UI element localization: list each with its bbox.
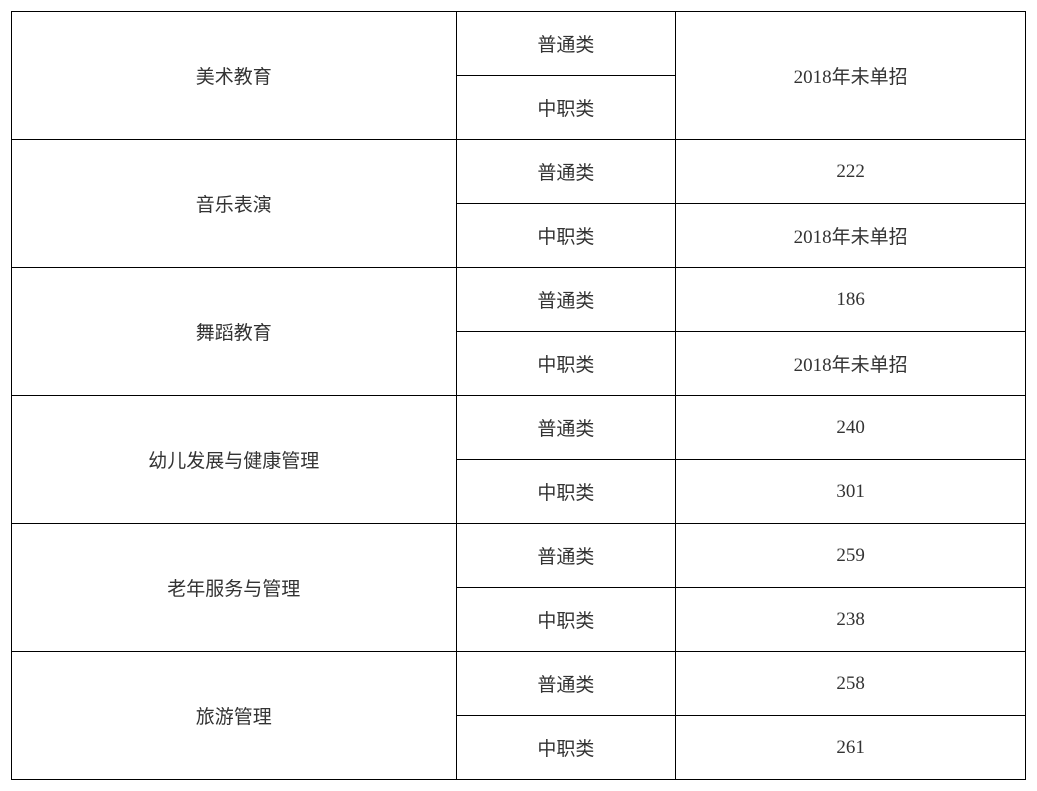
category-cell: 中职类 bbox=[456, 76, 676, 140]
category-cell: 中职类 bbox=[456, 204, 676, 268]
major-cell: 音乐表演 bbox=[12, 140, 457, 268]
score-cell: 238 bbox=[676, 588, 1026, 652]
major-cell: 旅游管理 bbox=[12, 652, 457, 780]
admission-scores-table: 美术教育 普通类 2018年未单招 中职类 音乐表演 普通类 222 中职类 2… bbox=[11, 11, 1026, 780]
table-row: 旅游管理 普通类 258 bbox=[12, 652, 1026, 716]
category-cell: 中职类 bbox=[456, 716, 676, 780]
score-cell: 261 bbox=[676, 716, 1026, 780]
table-row: 舞蹈教育 普通类 186 bbox=[12, 268, 1026, 332]
score-cell: 186 bbox=[676, 268, 1026, 332]
category-cell: 普通类 bbox=[456, 396, 676, 460]
major-cell: 舞蹈教育 bbox=[12, 268, 457, 396]
score-cell: 258 bbox=[676, 652, 1026, 716]
table-row: 老年服务与管理 普通类 259 bbox=[12, 524, 1026, 588]
table-body: 美术教育 普通类 2018年未单招 中职类 音乐表演 普通类 222 中职类 2… bbox=[12, 12, 1026, 780]
category-cell: 普通类 bbox=[456, 12, 676, 76]
table-row: 美术教育 普通类 2018年未单招 bbox=[12, 12, 1026, 76]
score-cell: 240 bbox=[676, 396, 1026, 460]
table-row: 幼儿发展与健康管理 普通类 240 bbox=[12, 396, 1026, 460]
score-cell: 2018年未单招 bbox=[676, 332, 1026, 396]
category-cell: 中职类 bbox=[456, 332, 676, 396]
score-cell: 2018年未单招 bbox=[676, 204, 1026, 268]
score-cell: 222 bbox=[676, 140, 1026, 204]
major-cell: 幼儿发展与健康管理 bbox=[12, 396, 457, 524]
score-cell: 2018年未单招 bbox=[676, 12, 1026, 140]
major-cell: 美术教育 bbox=[12, 12, 457, 140]
category-cell: 普通类 bbox=[456, 140, 676, 204]
table-row: 音乐表演 普通类 222 bbox=[12, 140, 1026, 204]
category-cell: 普通类 bbox=[456, 524, 676, 588]
score-cell: 301 bbox=[676, 460, 1026, 524]
category-cell: 普通类 bbox=[456, 652, 676, 716]
category-cell: 中职类 bbox=[456, 588, 676, 652]
score-cell: 259 bbox=[676, 524, 1026, 588]
category-cell: 中职类 bbox=[456, 460, 676, 524]
major-cell: 老年服务与管理 bbox=[12, 524, 457, 652]
category-cell: 普通类 bbox=[456, 268, 676, 332]
